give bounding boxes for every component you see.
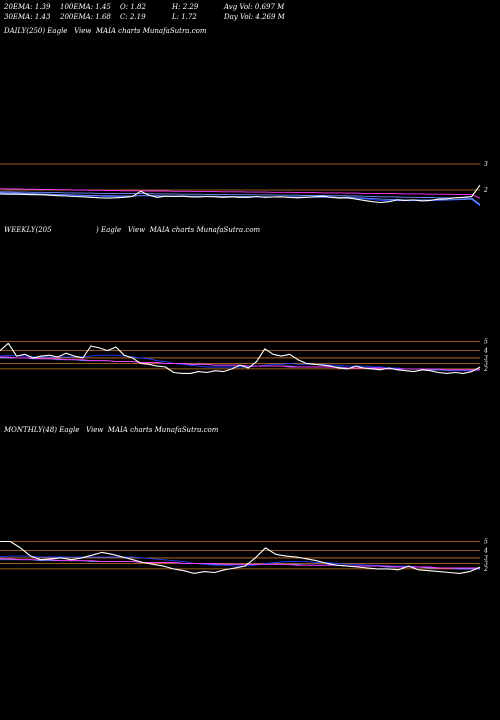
monthly-chart-caption: MONTHLY(48) Eagle View MAIA charts Munaf…: [4, 426, 219, 434]
series-line-price: [0, 184, 481, 204]
close-stat: C: 2.19: [120, 13, 146, 21]
y-tick-label: 3: [484, 555, 488, 562]
y-tick-label: 5: [484, 338, 488, 345]
y-tick-label: 4: [483, 348, 488, 355]
y-tick-label: 3: [484, 161, 488, 168]
series-line-price: [0, 540, 481, 574]
high-stat: H: 2.29: [172, 3, 199, 11]
y-tick-label: 2: [483, 366, 488, 373]
y-tick-label: 4: [483, 548, 488, 555]
weekly-chart-caption: WEEKLY(205 ) Eagle View MAIA charts Muna…: [4, 226, 261, 234]
avg-vol-stat: Avg Vol: 0.697 M: [224, 3, 285, 11]
series-line-ema_fast: [0, 555, 480, 570]
ema30-stat: 30EMA: 1.43: [4, 13, 51, 21]
open-stat: O: 1.82: [120, 3, 146, 11]
series-line-ema200: [0, 188, 481, 199]
ema200-stat: 200EMA: 1.68: [60, 13, 111, 21]
ema20-stat: 20EMA: 1.39: [4, 3, 51, 11]
stats-row-1: 20EMA: 1.39 100EMA: 1.45 O: 1.82 H: 2.29…: [4, 2, 285, 12]
y-tick-label: 5: [484, 538, 488, 545]
y-tick-label: 3: [484, 355, 488, 362]
y-tick-label: 3: [484, 360, 488, 367]
y-tick-label: 2: [483, 187, 488, 194]
series-line-ema_long: [0, 558, 480, 569]
low-stat: L: 1.72: [172, 13, 197, 21]
day-vol-stat: Day Vol: 4.269 M: [224, 13, 285, 21]
stats-row-2: 30EMA: 1.43 200EMA: 1.68 C: 2.19 L: 1.72…: [4, 12, 285, 22]
series-line-price: [0, 342, 481, 374]
daily-chart-caption: DAILY(250) Eagle View MAIA charts Munafa…: [4, 27, 207, 35]
y-tick-label: 3: [484, 560, 488, 567]
daily-chart: 32: [0, 161, 488, 207]
y-tick-label: 2: [483, 566, 488, 573]
ema100-stat: 100EMA: 1.45: [60, 3, 111, 11]
price-stats-header: 20EMA: 1.39 100EMA: 1.45 O: 1.82 H: 2.29…: [4, 2, 285, 22]
series-line-ema100: [0, 191, 481, 205]
